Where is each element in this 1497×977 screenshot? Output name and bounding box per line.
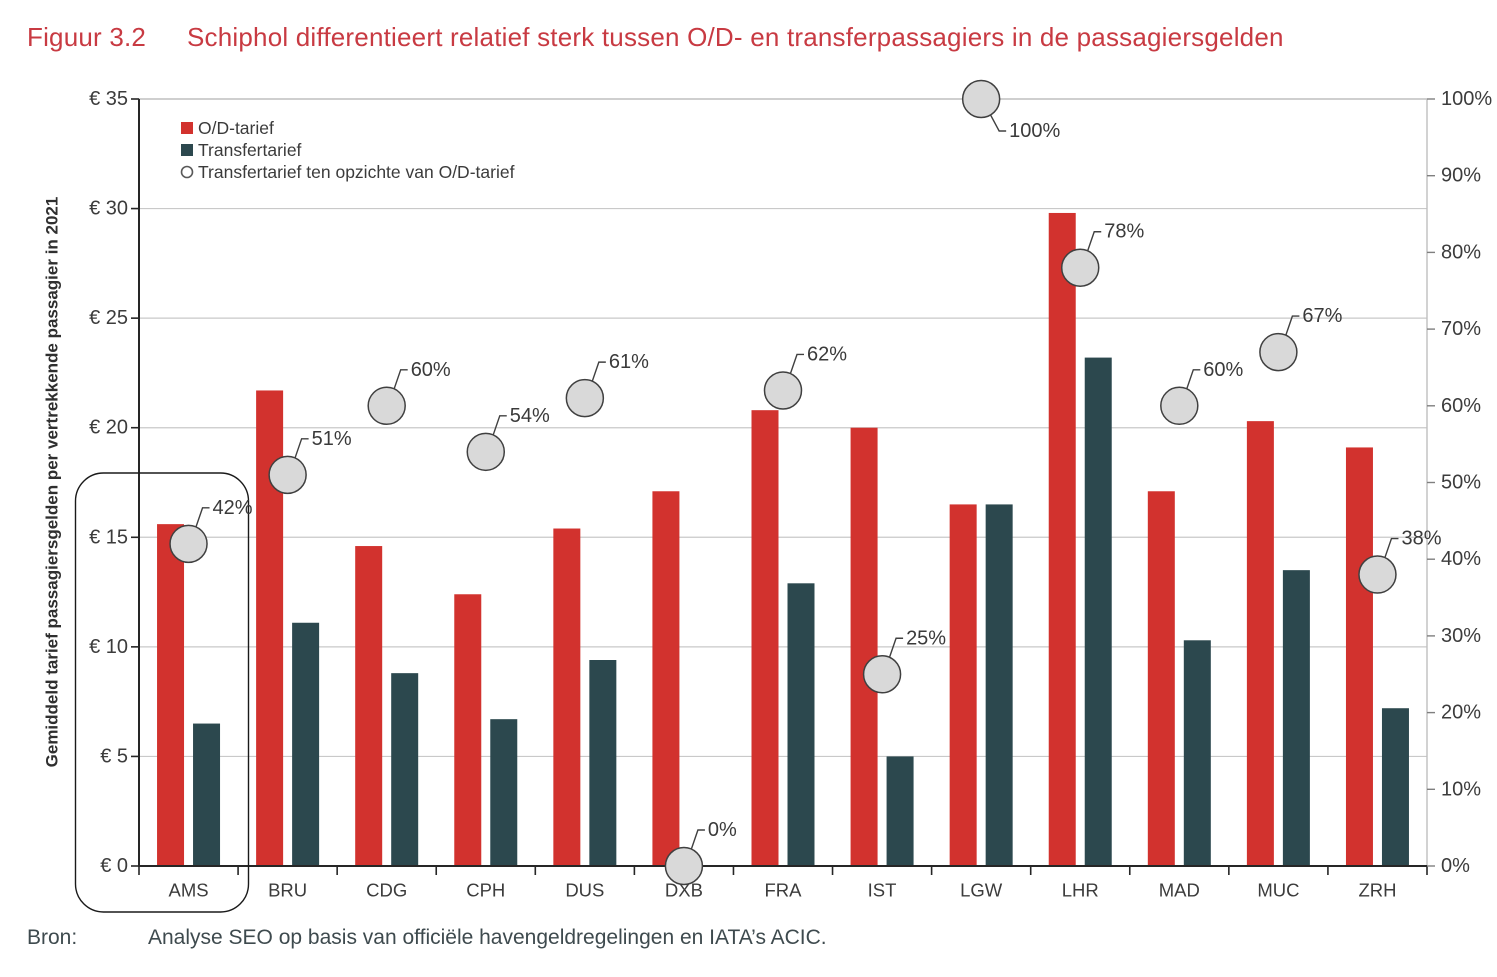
- left-axis-tick-label: € 5: [100, 745, 128, 767]
- x-axis-label-CDG: CDG: [366, 880, 407, 901]
- ratio-circle-ZRH: [1358, 555, 1397, 594]
- left-axis-tick-label: € 35: [89, 88, 128, 110]
- x-axis-label-FRA: FRA: [765, 880, 803, 901]
- transfer-bar-IST: [886, 756, 914, 866]
- od-bar-FRA: [751, 410, 779, 866]
- right-axis-tick-label: 20%: [1441, 702, 1481, 724]
- source-text: Analyse SEO op basis van officiële haven…: [148, 926, 827, 949]
- od-bar-LHR: [1048, 212, 1076, 866]
- pct-label-IST: 25%: [906, 627, 946, 649]
- pct-label-DUS: 61%: [609, 351, 649, 373]
- right-axis-tick-label: 0%: [1441, 855, 1470, 877]
- pct-label-CDG: 60%: [411, 359, 451, 381]
- od-bar-CPH: [454, 594, 482, 866]
- source-label: Bron:: [27, 926, 78, 949]
- transfer-bar-CPH: [490, 719, 518, 866]
- pct-label-BRU: 51%: [312, 428, 352, 450]
- legend-label-transfer: Transfertarief: [198, 140, 302, 160]
- right-axis-tick-label: 60%: [1441, 395, 1481, 417]
- transfer-bar-LHR: [1084, 357, 1112, 866]
- ratio-circle-FRA: [763, 371, 803, 410]
- transfer-bar-DUS: [589, 660, 617, 866]
- figure-caption: Schiphol differentieert relatief sterk t…: [187, 22, 1284, 52]
- left-axis-tick-label: € 20: [89, 417, 128, 439]
- transfer-bar-CDG: [391, 673, 419, 866]
- legend-swatch-transfer: [181, 144, 193, 156]
- ratio-circle-DXB: [664, 846, 704, 886]
- x-axis-label-IST: IST: [868, 880, 897, 901]
- ratio-circle-IST: [862, 655, 902, 694]
- pct-label-LHR: 78%: [1104, 221, 1144, 243]
- right-axis-tick-label: 10%: [1441, 778, 1481, 800]
- x-axis-label-LGW: LGW: [960, 880, 1003, 901]
- x-axis-label-LHR: LHR: [1062, 880, 1099, 901]
- od-bar-AMS: [157, 524, 185, 866]
- pct-label-LGW: 100%: [1009, 120, 1060, 142]
- ratio-circle-LGW: [961, 79, 1001, 119]
- od-bar-LGW: [949, 504, 977, 866]
- right-axis-tick-label: 80%: [1441, 241, 1481, 263]
- right-axis-tick-label: 100%: [1441, 88, 1492, 110]
- x-axis-label-DXB: DXB: [665, 880, 703, 901]
- left-axis-tick-label: € 25: [89, 307, 128, 329]
- right-axis-tick-label: 70%: [1441, 318, 1481, 340]
- ratio-circle-CPH: [466, 432, 506, 472]
- ratio-circle-CDG: [367, 386, 406, 426]
- ratio-circle-MAD: [1160, 386, 1199, 426]
- figure-title: Figuur 3.2 Schiphol differentieert relat…: [27, 22, 1283, 53]
- transfer-bar-LGW: [985, 504, 1013, 866]
- right-axis-tick-label: 30%: [1441, 625, 1481, 647]
- pct-label-ZRH: 38%: [1401, 528, 1441, 550]
- od-bar-DUS: [553, 528, 581, 866]
- x-axis-label-MAD: MAD: [1159, 880, 1200, 901]
- x-axis-label-CPH: CPH: [466, 880, 505, 901]
- right-axis-tick-label: 90%: [1441, 165, 1481, 187]
- left-axis-tick-label: € 10: [89, 636, 128, 658]
- transfer-bar-AMS: [193, 723, 221, 866]
- legend-swatch-od: [181, 122, 193, 134]
- left-axis-tick-label: € 30: [89, 198, 128, 220]
- od-bar-ZRH: [1345, 447, 1373, 866]
- x-axis-label-ZRH: ZRH: [1358, 880, 1396, 901]
- right-axis-tick-label: 40%: [1441, 548, 1481, 570]
- ratio-circle-DUS: [565, 378, 605, 418]
- x-axis-label-AMS: AMS: [168, 880, 208, 901]
- x-axis-label-MUC: MUC: [1257, 880, 1299, 901]
- od-bar-DXB: [652, 491, 680, 866]
- transfer-bar-FRA: [787, 583, 815, 866]
- transfer-bar-MAD: [1183, 640, 1211, 866]
- figure-label: Figuur 3.2: [27, 22, 147, 52]
- legend-label-od: O/D-tarief: [198, 118, 274, 138]
- x-axis-label-BRU: BRU: [268, 880, 307, 901]
- ratio-circle-LHR: [1060, 248, 1100, 287]
- y-axis-title: Gemiddeld tarief passagiersgelden per ve…: [43, 197, 62, 768]
- od-bar-MAD: [1147, 491, 1175, 866]
- pct-label-MAD: 60%: [1203, 359, 1243, 381]
- pct-label-AMS: 42%: [213, 497, 253, 519]
- left-axis-tick-label: € 15: [89, 526, 128, 548]
- transfer-bar-ZRH: [1381, 708, 1409, 866]
- transfer-bar-BRU: [292, 622, 320, 866]
- transfer-bar-MUC: [1282, 570, 1310, 866]
- pct-label-CPH: 54%: [510, 405, 550, 427]
- x-axis-label-DUS: DUS: [565, 880, 604, 901]
- legend-marker-ratio: [180, 165, 194, 179]
- od-bar-CDG: [355, 546, 383, 866]
- od-bar-MUC: [1246, 421, 1274, 866]
- left-axis-tick-label: € 0: [100, 855, 128, 877]
- ratio-circle-BRU: [268, 455, 307, 495]
- ams-highlight-box: [74, 472, 250, 913]
- source-line: Bron: Analyse SEO op basis van officiële…: [27, 926, 827, 950]
- pct-label-DXB: 0%: [708, 819, 737, 841]
- legend-label-ratio: Transfertarief ten opzichte van O/D-tari…: [198, 162, 515, 182]
- ratio-circle-AMS: [169, 524, 208, 564]
- pct-label-FRA: 62%: [807, 343, 847, 365]
- od-bar-IST: [850, 427, 878, 866]
- pct-label-MUC: 67%: [1302, 305, 1342, 327]
- right-axis-tick-label: 50%: [1441, 472, 1481, 494]
- ratio-circle-MUC: [1259, 332, 1298, 372]
